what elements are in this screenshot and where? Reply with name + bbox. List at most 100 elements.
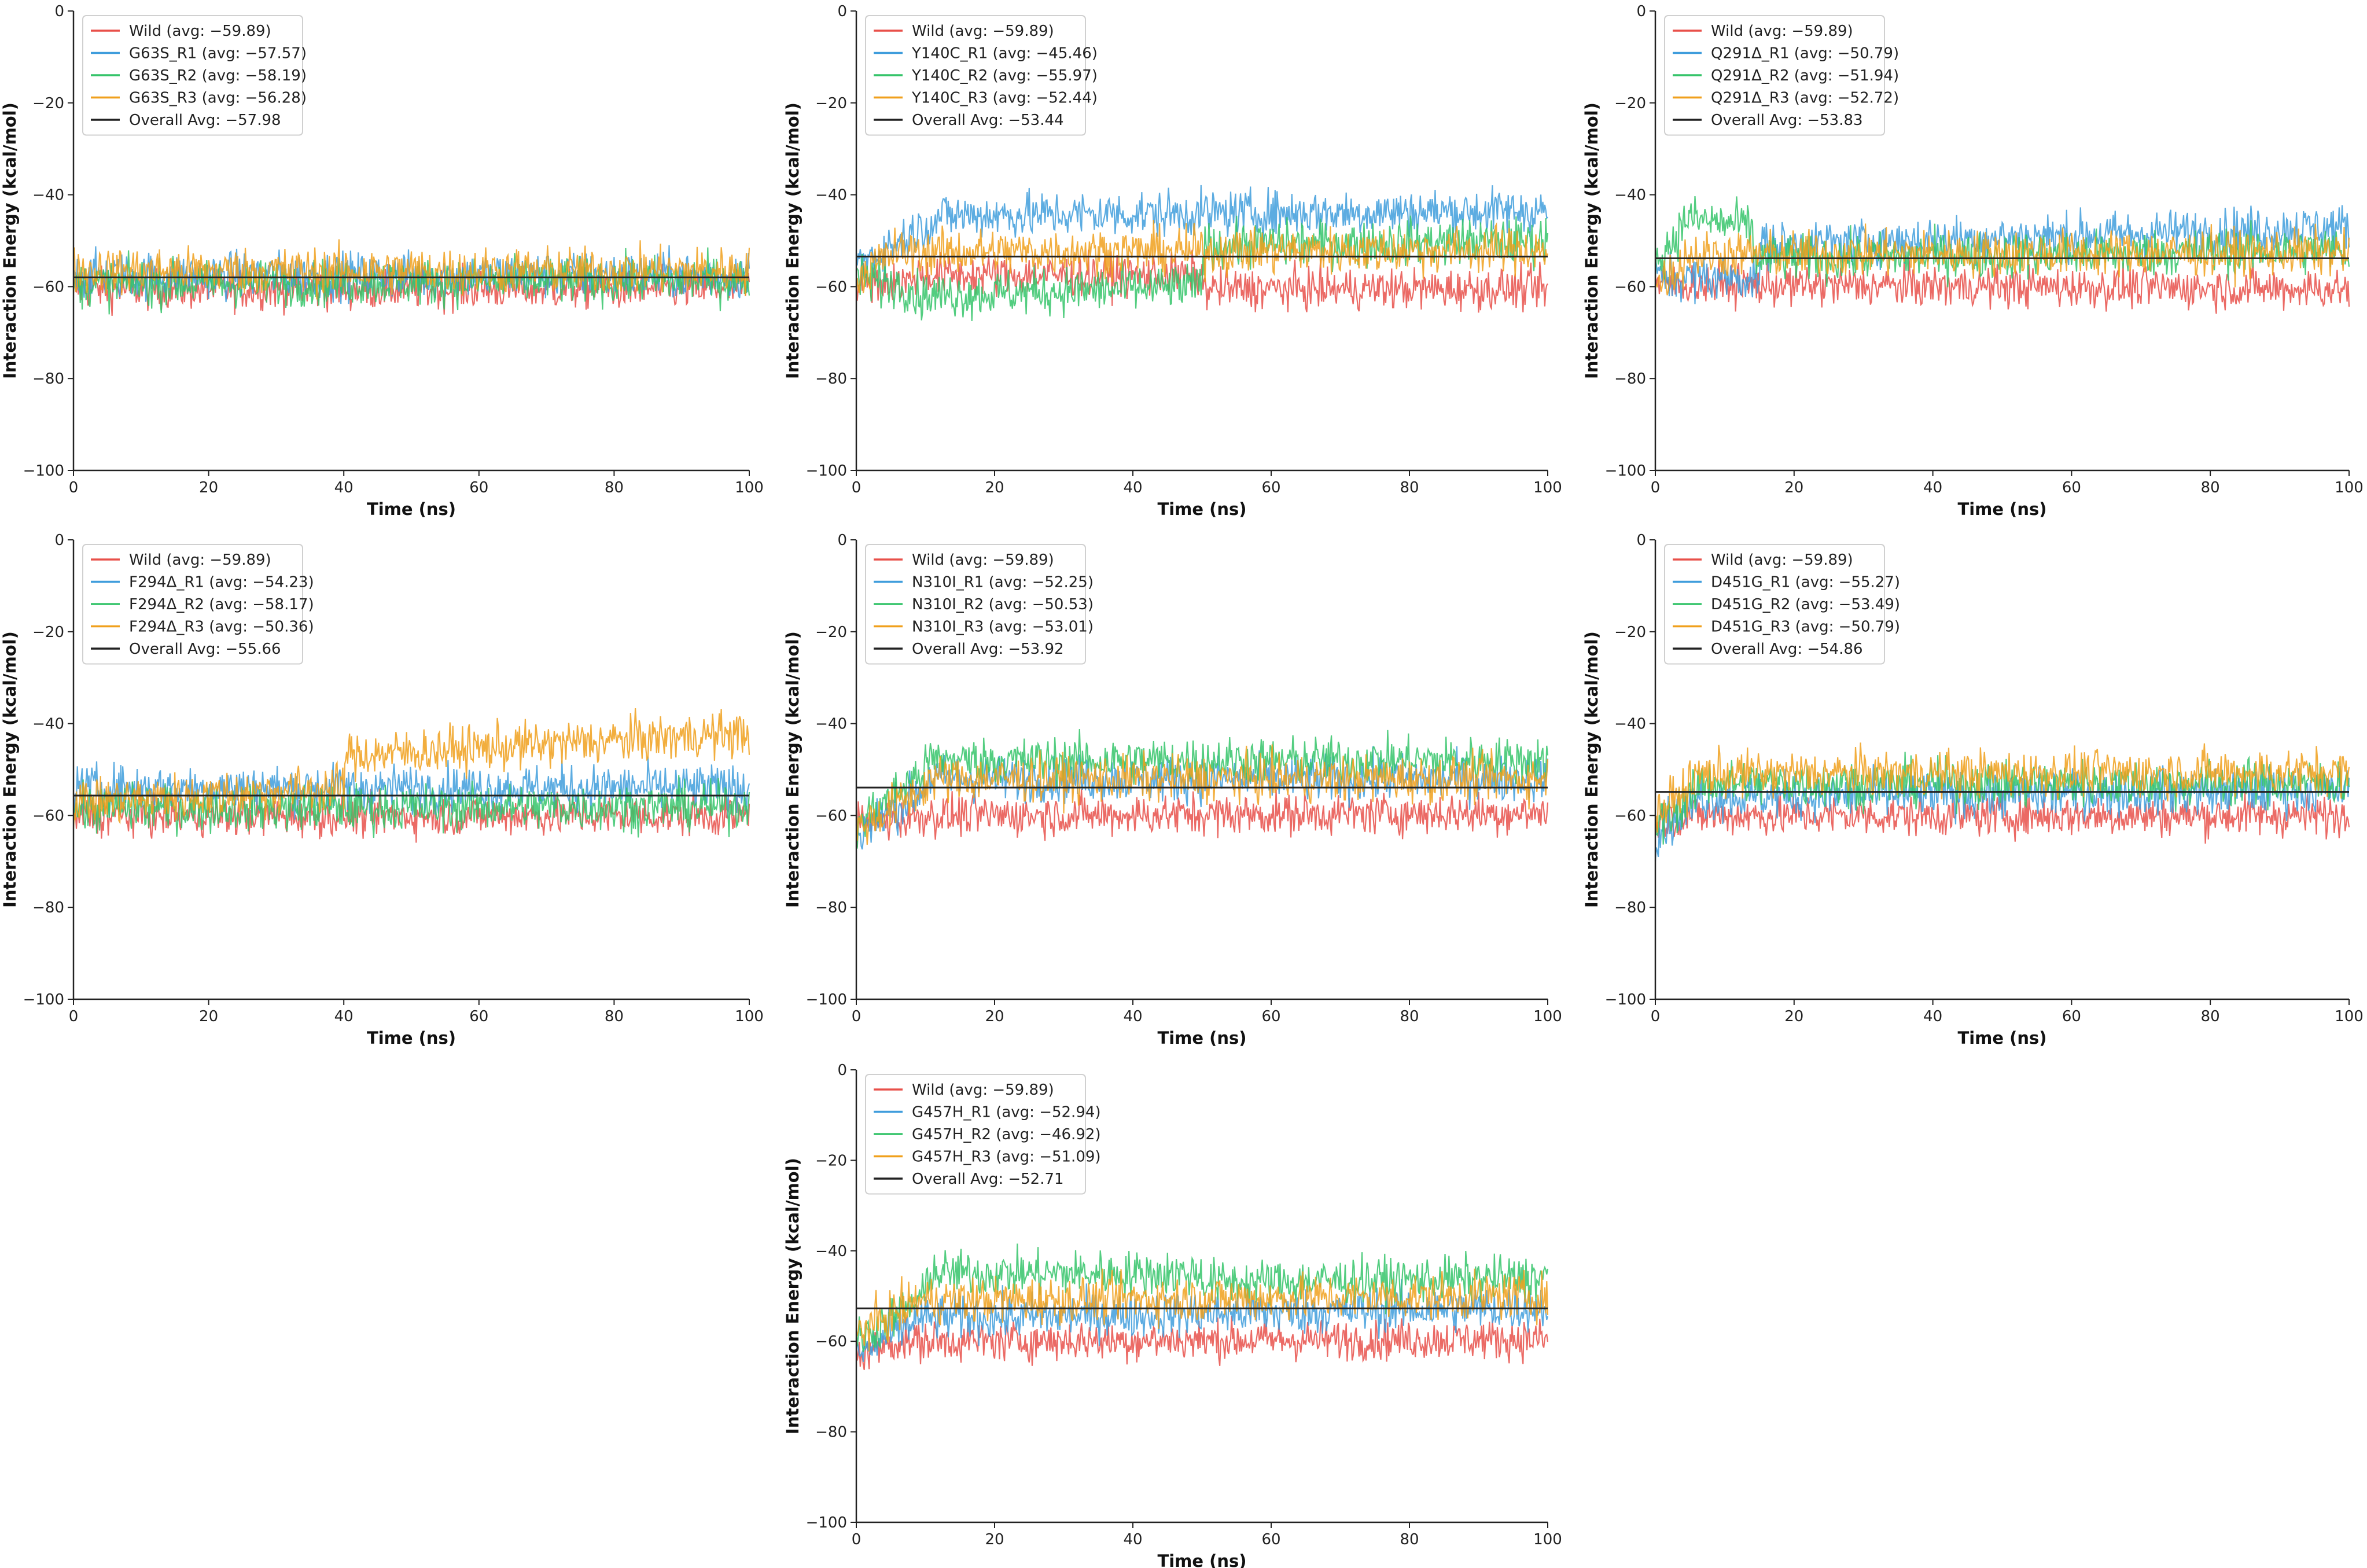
x-tick-label: 40 (334, 1008, 354, 1025)
legend-entry-r1: Q291Δ_R1 (avg: −50.79) (1711, 45, 1899, 62)
x-axis-title: Time (ns) (1157, 1028, 1246, 1048)
series-line-r2 (855, 728, 1549, 849)
x-tick-label: 100 (1533, 479, 1562, 496)
series-line-r3 (855, 1268, 1549, 1352)
legend-entry-r2: N310I_R2 (avg: −50.53) (912, 596, 1094, 613)
legend-entry-r3: N310I_R3 (avg: −53.01) (912, 619, 1094, 636)
y-tick-label: −20 (815, 95, 847, 112)
x-tick-label: 100 (2335, 1008, 2364, 1025)
y-tick-label: −60 (32, 278, 64, 296)
series-line-wild (855, 789, 1549, 847)
legend-entry-overall: Overall Avg: −53.92 (912, 641, 1064, 658)
y-tick-label: −20 (815, 624, 847, 641)
y-tick-label: −60 (1614, 278, 1646, 296)
y-tick-label: −20 (32, 624, 64, 641)
y-axis-title: Interaction Energy (kcal/mol) (0, 102, 20, 379)
y-tick-label: 0 (54, 532, 64, 549)
y-tick-label: −100 (23, 462, 64, 480)
y-tick-label: −40 (1614, 716, 1646, 733)
series-line-r3 (855, 219, 1549, 293)
series-line-r2 (72, 775, 750, 838)
x-tick-label: 0 (1651, 479, 1661, 496)
y-axis-title: Interaction Energy (kcal/mol) (783, 102, 803, 379)
y-tick-label: −80 (815, 1424, 847, 1441)
legend-entry-r1: Y140C_R1 (avg: −45.46) (911, 45, 1098, 62)
y-tick-label: −60 (32, 807, 64, 825)
x-tick-label: 100 (735, 1008, 764, 1025)
legend-entry-r2: G63S_R2 (avg: −58.19) (129, 67, 307, 84)
x-tick-label: 100 (735, 479, 764, 496)
y-tick-label: −100 (1605, 462, 1646, 480)
legend-entry-wild: Wild (avg: −59.89) (129, 551, 271, 569)
chart-panel-1: 0 20 40 60 80 100 0 −20 −40 −60 −80 −100 Time (ns) In… (0, 3, 764, 519)
legend-box (865, 1074, 1086, 1195)
y-tick-label: −20 (32, 95, 64, 112)
y-tick-label: −60 (815, 1333, 847, 1350)
legend-entry-r3: G457H_R3 (avg: −51.09) (912, 1149, 1101, 1166)
chart-panel-5: 0 20 40 60 80 100 0 −20 −40 −60 −80 −100 Time (ns) In… (783, 532, 1562, 1048)
legend-entry-r2: D451G_R2 (avg: −53.49) (1711, 596, 1900, 613)
y-tick-label: 0 (54, 3, 64, 20)
legend-entry-overall: Overall Avg: −53.83 (1711, 112, 1863, 129)
series-line-r2 (856, 215, 1549, 321)
x-tick-label: 60 (1261, 1008, 1280, 1025)
x-tick-label: 40 (1123, 1008, 1142, 1025)
series-line-r3 (1654, 742, 2350, 833)
series-line-r3 (1655, 223, 2350, 296)
x-axis-title: Time (ns) (367, 499, 456, 519)
x-tick-label: 20 (985, 1531, 1004, 1548)
legend-entry-wild: Wild (avg: −59.89) (1711, 23, 1853, 40)
legend-box (82, 544, 303, 665)
x-axis-title: Time (ns) (1157, 499, 1246, 519)
x-tick-label: 0 (1651, 1008, 1661, 1025)
x-tick-label: 20 (199, 479, 218, 496)
y-tick-label: 0 (1636, 532, 1646, 549)
x-tick-label: 60 (2062, 1008, 2081, 1025)
legend-entry-wild: Wild (avg: −59.89) (912, 1081, 1054, 1099)
legend-entry-overall: Overall Avg: −52.71 (912, 1171, 1064, 1188)
legend-entry-wild: Wild (avg: −59.89) (1711, 551, 1853, 569)
chart-panel-3: 0 20 40 60 80 100 0 −20 −40 −60 −80 −100 Time (ns) In… (1582, 3, 2364, 519)
x-tick-label: 80 (2201, 479, 2220, 496)
legend-entry-wild: Wild (avg: −59.89) (912, 551, 1054, 569)
legend-entry-r3: Q291Δ_R3 (avg: −52.72) (1711, 90, 1899, 107)
y-tick-label: −80 (815, 899, 847, 916)
x-tick-label: 60 (2062, 479, 2081, 496)
y-tick-label: −40 (32, 187, 64, 204)
series-line-r1 (855, 185, 1548, 280)
x-tick-label: 80 (1400, 1008, 1419, 1025)
legend-entry-wild: Wild (avg: −59.89) (912, 23, 1054, 40)
series-line-wild (855, 1315, 1549, 1370)
x-tick-label: 20 (985, 479, 1004, 496)
legend-entry-overall: Overall Avg: −53.44 (912, 112, 1064, 129)
series-line-r2 (1654, 752, 2350, 845)
x-axis-title: Time (ns) (1957, 1028, 2046, 1048)
legend-entry-r3: Y140C_R3 (avg: −52.44) (911, 90, 1098, 107)
x-tick-label: 40 (1123, 479, 1142, 496)
series-line-wild (1654, 258, 2350, 314)
x-tick-label: 40 (1923, 479, 1942, 496)
legend-box (82, 15, 303, 136)
y-tick-label: −20 (1614, 624, 1646, 641)
x-tick-label: 20 (985, 1008, 1004, 1025)
chart-panel-6: 0 20 40 60 80 100 0 −20 −40 −60 −80 −100 Time (ns) In… (1582, 532, 2364, 1048)
y-tick-label: −80 (815, 370, 847, 388)
y-tick-label: −80 (32, 899, 64, 916)
x-tick-label: 100 (1533, 1531, 1562, 1548)
x-tick-label: 20 (199, 1008, 218, 1025)
y-tick-label: −60 (815, 807, 847, 825)
x-tick-label: 100 (1533, 1008, 1562, 1025)
x-tick-label: 0 (852, 479, 862, 496)
y-tick-label: −40 (815, 1243, 847, 1260)
y-tick-label: −80 (1614, 899, 1646, 916)
x-tick-label: 0 (852, 1008, 862, 1025)
x-tick-label: 80 (605, 479, 624, 496)
y-tick-label: −100 (806, 991, 847, 1008)
legend-entry-wild: Wild (avg: −59.89) (129, 23, 271, 40)
x-tick-label: 20 (1784, 1008, 1803, 1025)
x-tick-label: 0 (69, 1008, 79, 1025)
legend-entry-r3: G63S_R3 (avg: −56.28) (129, 90, 307, 107)
legend-box (865, 15, 1086, 136)
legend-entry-overall: Overall Avg: −55.66 (129, 641, 281, 658)
